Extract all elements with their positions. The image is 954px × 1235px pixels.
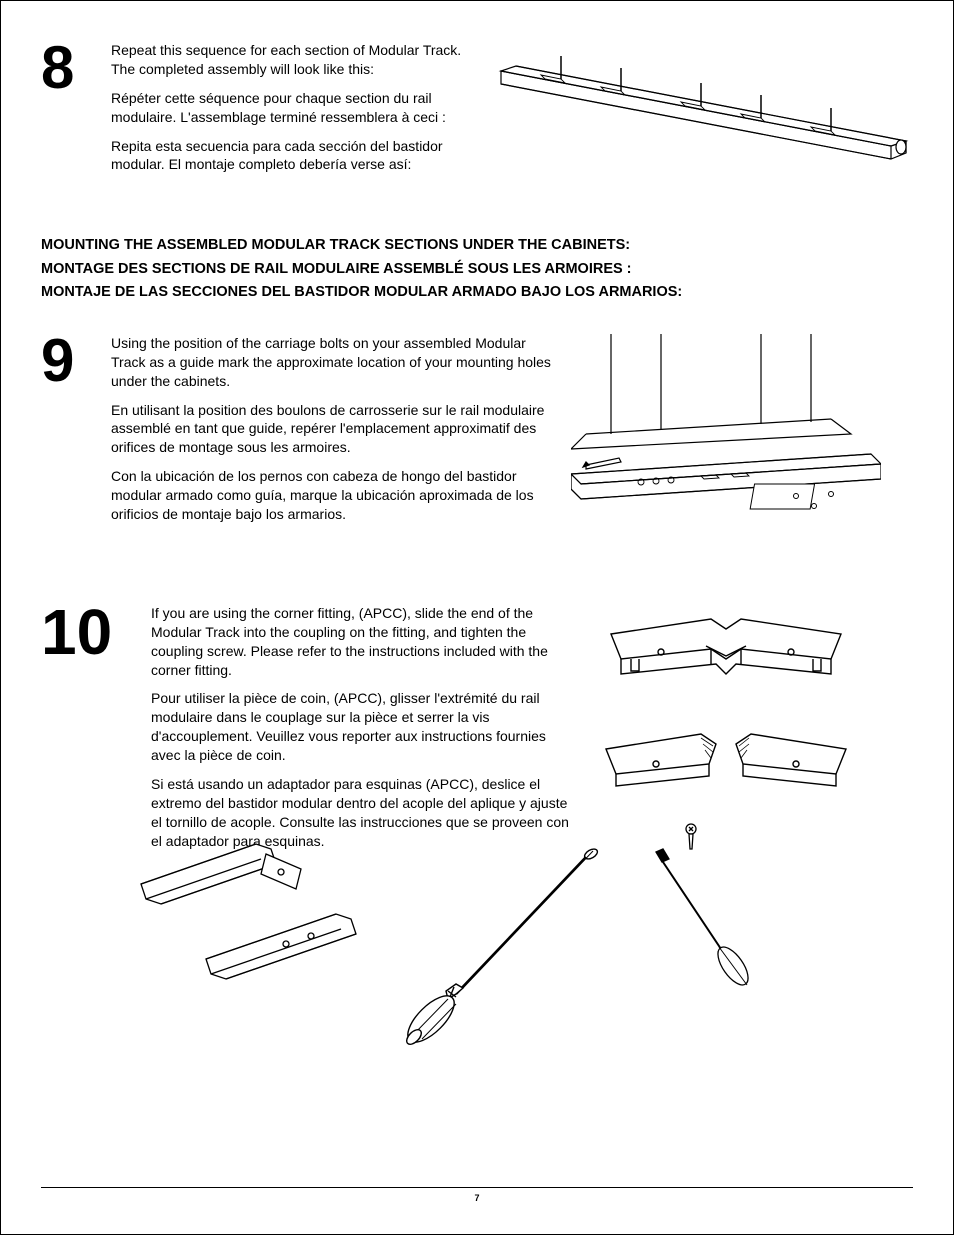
step-8-body: Repeat this sequence for each section of… <box>111 41 913 184</box>
step-number-8: 8 <box>41 41 111 184</box>
step-9-fr: En utilisant la position des boulons de … <box>111 401 551 458</box>
step-9-figure <box>571 334 881 554</box>
step-9-body: Using the position of the carriage bolts… <box>111 334 913 554</box>
step-10-en: If you are using the corner fitting, (AP… <box>151 604 571 680</box>
step-10-right-figures <box>601 604 851 989</box>
cabinet-mount-icon <box>571 334 881 554</box>
section-heading: MOUNTING THE ASSEMBLED MODULAR TRACK SEC… <box>41 234 913 304</box>
heading-en: MOUNTING THE ASSEMBLED MODULAR TRACK SEC… <box>41 234 913 257</box>
step-8-text: Repeat this sequence for each section of… <box>111 41 471 184</box>
heading-es: MONTAJE DE LAS SECCIONES DEL BASTIDOR MO… <box>41 281 913 304</box>
step-8-en: Repeat this sequence for each section of… <box>111 41 471 79</box>
footer: 7 <box>41 1187 913 1206</box>
step-8-es: Repita esta secuencia para cada sección … <box>111 137 471 175</box>
page-number: 7 <box>474 1193 479 1203</box>
page: 8 Repeat this sequence for each section … <box>0 0 954 1235</box>
step-9-text: Using the position of the carriage bolts… <box>111 334 551 554</box>
corner-fitting-top-icon <box>601 604 851 704</box>
screw-driver-small-icon <box>601 819 771 989</box>
step-8-figure <box>491 41 911 184</box>
step-8: 8 Repeat this sequence for each section … <box>41 41 913 184</box>
step-9-es: Con la ubicación de los pernos con cabez… <box>111 467 551 524</box>
step-9-en: Using the position of the carriage bolts… <box>111 334 551 391</box>
step-8-fr: Répéter cette séquence pour chaque secti… <box>111 89 471 127</box>
step-number-9: 9 <box>41 334 111 554</box>
track-coupling-icon <box>136 839 366 1039</box>
screwdriver-large-icon <box>396 839 626 1049</box>
corner-fitting-split-icon <box>601 724 851 814</box>
heading-fr: MONTAGE DES SECTIONS DE RAIL MODULAIRE A… <box>41 258 913 281</box>
step-10-fr: Pour utiliser la pièce de coin, (APCC), … <box>151 689 571 765</box>
assembled-track-icon <box>491 41 911 181</box>
step-number-10: 10 <box>41 604 151 989</box>
step-9: 9 Using the position of the carriage bol… <box>41 334 913 554</box>
